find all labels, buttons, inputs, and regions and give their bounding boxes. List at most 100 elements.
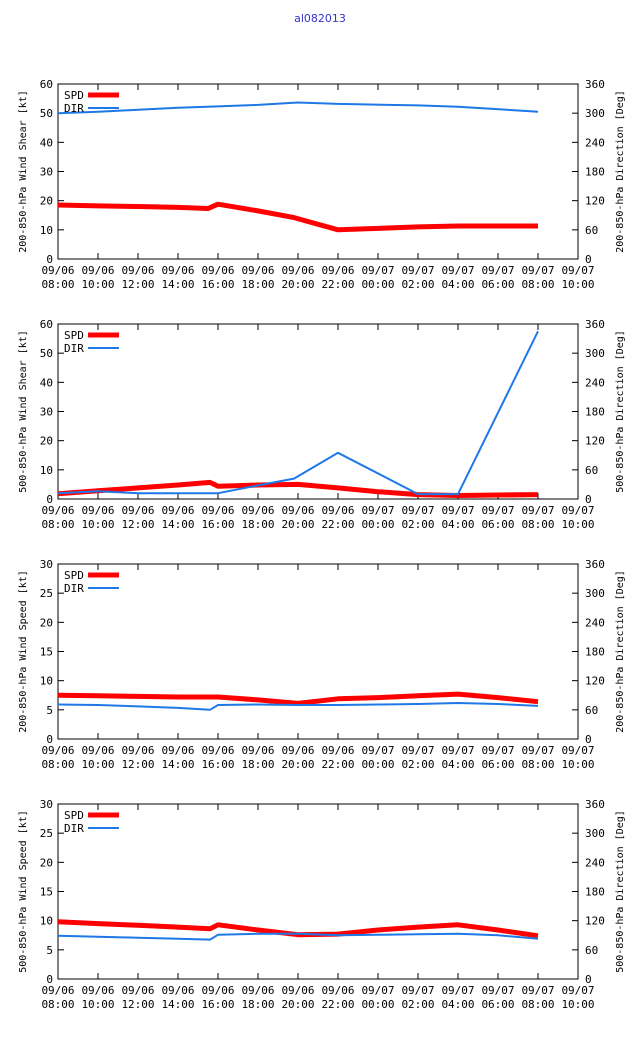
x-tick-label-time: 08:00	[521, 758, 554, 771]
x-tick-label-date: 09/07	[441, 504, 474, 517]
y-tick-label: 30	[40, 166, 53, 179]
x-tick-label-time: 02:00	[401, 278, 434, 291]
x-tick-label-date: 09/06	[281, 264, 314, 277]
x-tick-label-date: 09/07	[481, 264, 514, 277]
y2-tick-label: 120	[585, 435, 605, 448]
y2-tick-label: 120	[585, 675, 605, 688]
dir-series-line	[57, 330, 539, 496]
x-tick-label-date: 09/06	[281, 504, 314, 517]
y2-tick-label: 120	[585, 915, 605, 928]
legend-label-dir: DIR	[64, 582, 84, 595]
x-tick-label-time: 06:00	[481, 758, 514, 771]
x-tick-label-date: 09/06	[41, 504, 74, 517]
y2-tick-label: 360	[585, 78, 605, 91]
spd-series-line	[57, 201, 538, 233]
y2-tick-label: 60	[585, 464, 598, 477]
x-tick-label-time: 02:00	[401, 518, 434, 531]
legend-label-dir: DIR	[64, 102, 84, 115]
y-tick-label: 60	[40, 318, 53, 331]
x-tick-label-date: 09/06	[41, 984, 74, 997]
x-tick-label-date: 09/06	[241, 984, 274, 997]
x-tick-label-date: 09/06	[321, 984, 354, 997]
y2-tick-label: 240	[585, 376, 605, 389]
x-tick-label-date: 09/06	[121, 504, 154, 517]
chart-panel-1: 010203040506006012018024030036009/0608:0…	[18, 78, 626, 291]
x-tick-label-date: 09/06	[321, 264, 354, 277]
y-tick-label: 25	[40, 827, 53, 840]
legend-label-dir: DIR	[64, 822, 84, 835]
x-tick-label-time: 14:00	[161, 278, 194, 291]
y2-tick-label: 0	[585, 733, 592, 746]
plot-frame	[57, 563, 579, 740]
x-tick-label-date: 09/06	[161, 744, 194, 757]
x-tick-label-time: 10:00	[81, 998, 114, 1011]
y-tick-label: 15	[40, 646, 53, 659]
x-tick-label-time: 18:00	[241, 758, 274, 771]
y2-tick-label: 0	[585, 973, 592, 986]
x-tick-label-date: 09/07	[481, 744, 514, 757]
x-tick-label-time: 04:00	[441, 758, 474, 771]
y-tick-label: 20	[40, 616, 53, 629]
y2-tick-label: 180	[585, 646, 605, 659]
x-tick-label-date: 09/06	[321, 504, 354, 517]
x-tick-label-date: 09/07	[441, 264, 474, 277]
x-tick-label-time: 22:00	[321, 278, 354, 291]
x-tick-label-time: 10:00	[81, 518, 114, 531]
x-tick-label-time: 06:00	[481, 518, 514, 531]
x-tick-label-date: 09/06	[41, 744, 74, 757]
y-tick-label: 50	[40, 107, 53, 120]
y-tick-label: 30	[40, 798, 53, 811]
y-tick-label: 0	[46, 973, 53, 986]
x-tick-label-time: 12:00	[121, 998, 154, 1011]
y-axis-label: 200-850-hPa Wind Shear [kt]	[18, 90, 29, 253]
y2-tick-label: 0	[585, 493, 592, 506]
y-tick-label: 0	[46, 493, 53, 506]
y-tick-label: 0	[46, 733, 53, 746]
y2-axis-label: 200-850-hPa Direction [Deg]	[615, 90, 626, 253]
legend-label-spd: SPD	[64, 569, 84, 582]
y2-tick-label: 240	[585, 856, 605, 869]
y-tick-label: 5	[46, 704, 53, 717]
y2-tick-label: 180	[585, 406, 605, 419]
dir-series-line	[57, 932, 539, 941]
x-tick-label-time: 14:00	[161, 518, 194, 531]
x-tick-label-time: 16:00	[201, 278, 234, 291]
legend-label-spd: SPD	[64, 329, 84, 342]
x-tick-label-time: 08:00	[521, 998, 554, 1011]
x-tick-label-date: 09/07	[361, 744, 394, 757]
x-tick-label-time: 16:00	[201, 518, 234, 531]
x-tick-label-time: 08:00	[521, 518, 554, 531]
y2-tick-label: 360	[585, 558, 605, 571]
x-tick-label-date: 09/07	[401, 504, 434, 517]
y2-tick-label: 300	[585, 587, 605, 600]
y-tick-label: 40	[40, 136, 53, 149]
x-tick-label-time: 12:00	[121, 278, 154, 291]
y-tick-label: 20	[40, 435, 53, 448]
x-tick-label-time: 18:00	[241, 518, 274, 531]
x-tick-label-date: 09/06	[161, 984, 194, 997]
x-tick-label-time: 16:00	[201, 998, 234, 1011]
y-tick-label: 10	[40, 915, 53, 928]
x-tick-label-date: 09/07	[441, 744, 474, 757]
x-tick-label-time: 08:00	[41, 278, 74, 291]
x-tick-label-date: 09/06	[201, 504, 234, 517]
x-tick-label-date: 09/06	[81, 984, 114, 997]
x-tick-label-time: 20:00	[281, 998, 314, 1011]
x-tick-label-time: 12:00	[121, 758, 154, 771]
y2-tick-label: 120	[585, 195, 605, 208]
y-tick-label: 20	[40, 856, 53, 869]
y-tick-label: 5	[46, 944, 53, 957]
dir-series-line	[57, 101, 539, 115]
y-tick-label: 30	[40, 406, 53, 419]
x-tick-label-date: 09/07	[361, 984, 394, 997]
y2-tick-label: 300	[585, 827, 605, 840]
x-tick-label-date: 09/07	[401, 984, 434, 997]
y2-tick-label: 60	[585, 224, 598, 237]
y-tick-label: 30	[40, 558, 53, 571]
x-tick-label-time: 12:00	[121, 518, 154, 531]
y2-tick-label: 300	[585, 107, 605, 120]
x-tick-label-date: 09/06	[121, 984, 154, 997]
y-tick-label: 10	[40, 224, 53, 237]
x-tick-label-date: 09/07	[561, 984, 594, 997]
y-tick-label: 50	[40, 347, 53, 360]
